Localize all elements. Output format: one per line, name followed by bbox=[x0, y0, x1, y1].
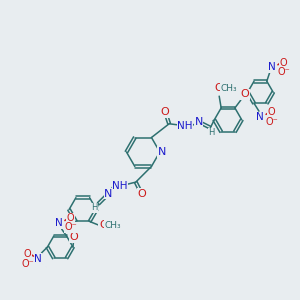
Text: N: N bbox=[158, 147, 166, 157]
Text: O: O bbox=[99, 220, 108, 230]
Text: O: O bbox=[280, 58, 287, 68]
Text: O⁻: O⁻ bbox=[64, 222, 77, 232]
Text: O: O bbox=[161, 107, 170, 117]
Text: N: N bbox=[268, 62, 276, 73]
Text: O: O bbox=[67, 213, 74, 223]
Text: O⁻: O⁻ bbox=[277, 68, 290, 77]
Text: H: H bbox=[92, 203, 98, 212]
Text: N: N bbox=[194, 117, 203, 127]
Text: O: O bbox=[137, 189, 146, 199]
Text: N: N bbox=[55, 218, 63, 228]
Text: CH₃: CH₃ bbox=[221, 84, 237, 93]
Text: H: H bbox=[208, 128, 214, 137]
Text: O⁻: O⁻ bbox=[21, 259, 34, 269]
Text: N: N bbox=[104, 189, 112, 199]
Text: O: O bbox=[70, 232, 78, 242]
Text: O: O bbox=[268, 107, 275, 117]
Text: NH: NH bbox=[177, 121, 193, 131]
Text: O: O bbox=[24, 249, 32, 259]
Text: O⁻: O⁻ bbox=[265, 117, 278, 127]
Text: O: O bbox=[215, 83, 224, 93]
Text: N: N bbox=[34, 254, 41, 264]
Text: CH₃: CH₃ bbox=[105, 221, 122, 230]
Text: N: N bbox=[256, 112, 264, 122]
Text: NH: NH bbox=[112, 181, 128, 191]
Text: O: O bbox=[240, 89, 249, 99]
